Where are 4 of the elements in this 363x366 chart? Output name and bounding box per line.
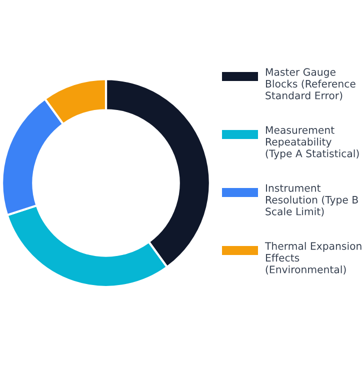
legend-label: Instrument Resolution (Type B Scale Limit) [266,184,358,217]
legend-label: Measurement Repeatability (Type A Statistical) [266,126,359,160]
legend-label: Thermal Expansion Effects (Environmental) [264,242,362,275]
legend-label: Master Gauge Blocks (Reference Standard Error) [266,68,356,101]
